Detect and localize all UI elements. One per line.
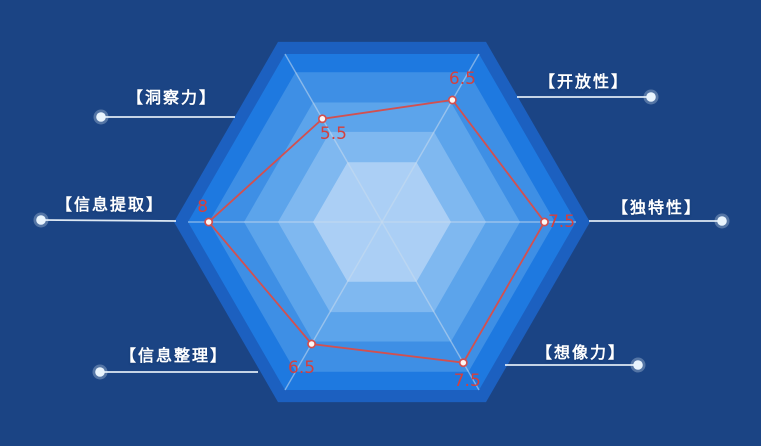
callout-dot-insight [96, 112, 106, 122]
data-point-marker-extraction [204, 217, 214, 227]
axis-label-extraction: 【信息提取】 [55, 195, 165, 214]
data-point-marker-insight [317, 114, 327, 124]
value-label-imagination: 7.5 [453, 370, 481, 391]
axis-label-insight: 【洞察力】 [126, 88, 218, 107]
data-point-marker-imagination [458, 358, 468, 368]
axis-label-organization: 【信息整理】 [119, 346, 229, 365]
value-label-openness: 6.5 [448, 69, 476, 90]
data-point-marker-uniqueness [540, 217, 549, 227]
axis-label-imagination: 【想像力】 [535, 343, 627, 362]
axis-spoke [284, 53, 383, 223]
data-point-marker-openness [447, 95, 457, 105]
value-label-uniqueness: 7.5 [547, 212, 576, 232]
callout-dot-openness [646, 92, 656, 102]
value-label-insight: 5.5 [319, 123, 347, 144]
axis-spoke [284, 221, 383, 391]
data-point-marker-organization [307, 339, 317, 349]
callout-dot-imagination [633, 360, 643, 370]
callout-dot-organization [95, 367, 105, 377]
callout-dot-uniqueness [717, 216, 727, 226]
axis-label-uniqueness: 【独特性】 [611, 198, 703, 217]
callout-dot-extraction [36, 215, 46, 225]
callout-line-extraction [40, 219, 177, 222]
value-label-organization: 6.5 [288, 357, 316, 378]
axis-label-openness: 【开放性】 [538, 72, 630, 91]
value-label-extraction: 8 [197, 197, 209, 217]
axis-spoke [381, 53, 480, 223]
